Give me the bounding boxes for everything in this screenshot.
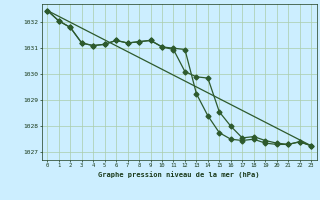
X-axis label: Graphe pression niveau de la mer (hPa): Graphe pression niveau de la mer (hPa) xyxy=(99,171,260,178)
